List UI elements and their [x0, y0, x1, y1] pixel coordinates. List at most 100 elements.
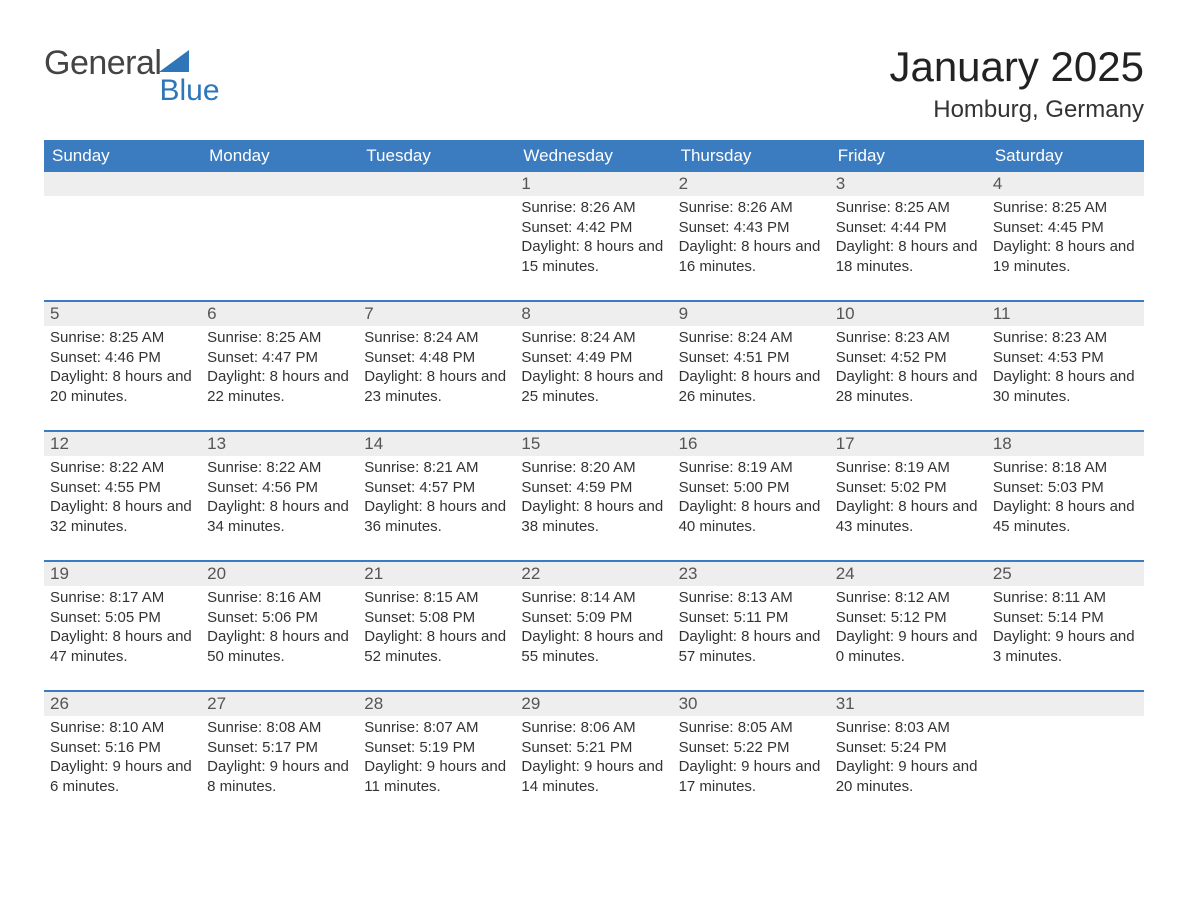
sunrise-line: Sunrise: 8:23 AM: [993, 328, 1138, 348]
sunrise-line: Sunrise: 8:24 AM: [364, 328, 509, 348]
sunset-line: Sunset: 4:53 PM: [993, 348, 1138, 368]
daylight-line: Daylight: 9 hours and 17 minutes.: [679, 757, 824, 796]
daylight-line: Daylight: 9 hours and 20 minutes.: [836, 757, 981, 796]
sunrise-line: Sunrise: 8:17 AM: [50, 588, 195, 608]
day-cell: Sunrise: 8:26 AMSunset: 4:43 PMDaylight:…: [673, 196, 830, 300]
daynum-row: 1234: [44, 172, 1144, 196]
day-number: 12: [44, 432, 201, 456]
day-cell: Sunrise: 8:20 AMSunset: 4:59 PMDaylight:…: [515, 456, 672, 560]
daylight-line: Daylight: 8 hours and 47 minutes.: [50, 627, 195, 666]
day-number: 22: [515, 562, 672, 586]
day-number: 27: [201, 692, 358, 716]
sunset-line: Sunset: 5:09 PM: [521, 608, 666, 628]
daylight-line: Daylight: 9 hours and 8 minutes.: [207, 757, 352, 796]
sunset-line: Sunset: 4:44 PM: [836, 218, 981, 238]
calendar-week: 19202122232425Sunrise: 8:17 AMSunset: 5:…: [44, 560, 1144, 690]
sunrise-line: Sunrise: 8:22 AM: [207, 458, 352, 478]
day-number: 6: [201, 302, 358, 326]
sunset-line: Sunset: 5:02 PM: [836, 478, 981, 498]
sunrise-line: Sunrise: 8:26 AM: [521, 198, 666, 218]
day-number: 20: [201, 562, 358, 586]
daylight-line: Daylight: 8 hours and 50 minutes.: [207, 627, 352, 666]
sunset-line: Sunset: 4:52 PM: [836, 348, 981, 368]
weekday-tuesday: Tuesday: [358, 140, 515, 172]
sunset-line: Sunset: 5:03 PM: [993, 478, 1138, 498]
day-cell: Sunrise: 8:18 AMSunset: 5:03 PMDaylight:…: [987, 456, 1144, 560]
calendar-week: 1234Sunrise: 8:26 AMSunset: 4:42 PMDayli…: [44, 172, 1144, 300]
day-cell: Sunrise: 8:14 AMSunset: 5:09 PMDaylight:…: [515, 586, 672, 690]
daylight-line: Daylight: 8 hours and 28 minutes.: [836, 367, 981, 406]
day-number: 24: [830, 562, 987, 586]
logo-text-general: General: [44, 44, 161, 83]
sunrise-line: Sunrise: 8:25 AM: [993, 198, 1138, 218]
sunset-line: Sunset: 5:00 PM: [679, 478, 824, 498]
day-number: 29: [515, 692, 672, 716]
sunset-line: Sunset: 5:11 PM: [679, 608, 824, 628]
day-cell: Sunrise: 8:17 AMSunset: 5:05 PMDaylight:…: [44, 586, 201, 690]
sunrise-line: Sunrise: 8:16 AM: [207, 588, 352, 608]
sunset-line: Sunset: 5:05 PM: [50, 608, 195, 628]
daylight-line: Daylight: 8 hours and 38 minutes.: [521, 497, 666, 536]
daylight-line: Daylight: 8 hours and 43 minutes.: [836, 497, 981, 536]
sunset-line: Sunset: 5:19 PM: [364, 738, 509, 758]
location-label: Homburg, Germany: [889, 96, 1144, 124]
day-number: 5: [44, 302, 201, 326]
sunrise-line: Sunrise: 8:15 AM: [364, 588, 509, 608]
day-number: 31: [830, 692, 987, 716]
day-number: 15: [515, 432, 672, 456]
daylight-line: Daylight: 9 hours and 14 minutes.: [521, 757, 666, 796]
day-number: [358, 172, 515, 196]
daylight-line: Daylight: 9 hours and 11 minutes.: [364, 757, 509, 796]
day-number: [201, 172, 358, 196]
day-cell: Sunrise: 8:08 AMSunset: 5:17 PMDaylight:…: [201, 716, 358, 820]
sunset-line: Sunset: 5:14 PM: [993, 608, 1138, 628]
daylight-line: Daylight: 8 hours and 45 minutes.: [993, 497, 1138, 536]
daylight-line: Daylight: 8 hours and 15 minutes.: [521, 237, 666, 276]
weekday-sunday: Sunday: [44, 140, 201, 172]
sunrise-line: Sunrise: 8:05 AM: [679, 718, 824, 738]
calendar-week: 567891011Sunrise: 8:25 AMSunset: 4:46 PM…: [44, 300, 1144, 430]
day-number: 10: [830, 302, 987, 326]
sunrise-line: Sunrise: 8:20 AM: [521, 458, 666, 478]
daylight-line: Daylight: 8 hours and 25 minutes.: [521, 367, 666, 406]
sunrise-line: Sunrise: 8:25 AM: [836, 198, 981, 218]
daylight-line: Daylight: 8 hours and 30 minutes.: [993, 367, 1138, 406]
sunset-line: Sunset: 4:57 PM: [364, 478, 509, 498]
day-cell: Sunrise: 8:15 AMSunset: 5:08 PMDaylight:…: [358, 586, 515, 690]
day-cell: Sunrise: 8:25 AMSunset: 4:47 PMDaylight:…: [201, 326, 358, 430]
title-block: January 2025 Homburg, Germany: [889, 44, 1144, 124]
sunset-line: Sunset: 5:08 PM: [364, 608, 509, 628]
sunset-line: Sunset: 4:51 PM: [679, 348, 824, 368]
sunrise-line: Sunrise: 8:07 AM: [364, 718, 509, 738]
sunrise-line: Sunrise: 8:25 AM: [207, 328, 352, 348]
day-cell: Sunrise: 8:11 AMSunset: 5:14 PMDaylight:…: [987, 586, 1144, 690]
logo: General Blue: [44, 44, 256, 83]
sunset-line: Sunset: 5:24 PM: [836, 738, 981, 758]
daynum-row: 262728293031: [44, 692, 1144, 716]
day-cell: Sunrise: 8:10 AMSunset: 5:16 PMDaylight:…: [44, 716, 201, 820]
sunrise-line: Sunrise: 8:12 AM: [836, 588, 981, 608]
day-cell: Sunrise: 8:25 AMSunset: 4:44 PMDaylight:…: [830, 196, 987, 300]
day-number: 25: [987, 562, 1144, 586]
weeks-container: 1234Sunrise: 8:26 AMSunset: 4:42 PMDayli…: [44, 172, 1144, 820]
day-number: 1: [515, 172, 672, 196]
sunrise-line: Sunrise: 8:24 AM: [521, 328, 666, 348]
day-cell: [358, 196, 515, 300]
day-content-row: Sunrise: 8:25 AMSunset: 4:46 PMDaylight:…: [44, 326, 1144, 430]
logo-triangle-icon: [159, 50, 189, 77]
daylight-line: Daylight: 8 hours and 20 minutes.: [50, 367, 195, 406]
sunset-line: Sunset: 5:16 PM: [50, 738, 195, 758]
day-cell: Sunrise: 8:19 AMSunset: 5:00 PMDaylight:…: [673, 456, 830, 560]
weekday-thursday: Thursday: [673, 140, 830, 172]
sunrise-line: Sunrise: 8:08 AM: [207, 718, 352, 738]
daylight-line: Daylight: 8 hours and 19 minutes.: [993, 237, 1138, 276]
sunset-line: Sunset: 4:56 PM: [207, 478, 352, 498]
daynum-row: 12131415161718: [44, 432, 1144, 456]
day-cell: Sunrise: 8:16 AMSunset: 5:06 PMDaylight:…: [201, 586, 358, 690]
day-number: 23: [673, 562, 830, 586]
day-cell: [987, 716, 1144, 820]
sunrise-line: Sunrise: 8:03 AM: [836, 718, 981, 738]
day-number: 16: [673, 432, 830, 456]
day-number: 19: [44, 562, 201, 586]
day-cell: Sunrise: 8:12 AMSunset: 5:12 PMDaylight:…: [830, 586, 987, 690]
